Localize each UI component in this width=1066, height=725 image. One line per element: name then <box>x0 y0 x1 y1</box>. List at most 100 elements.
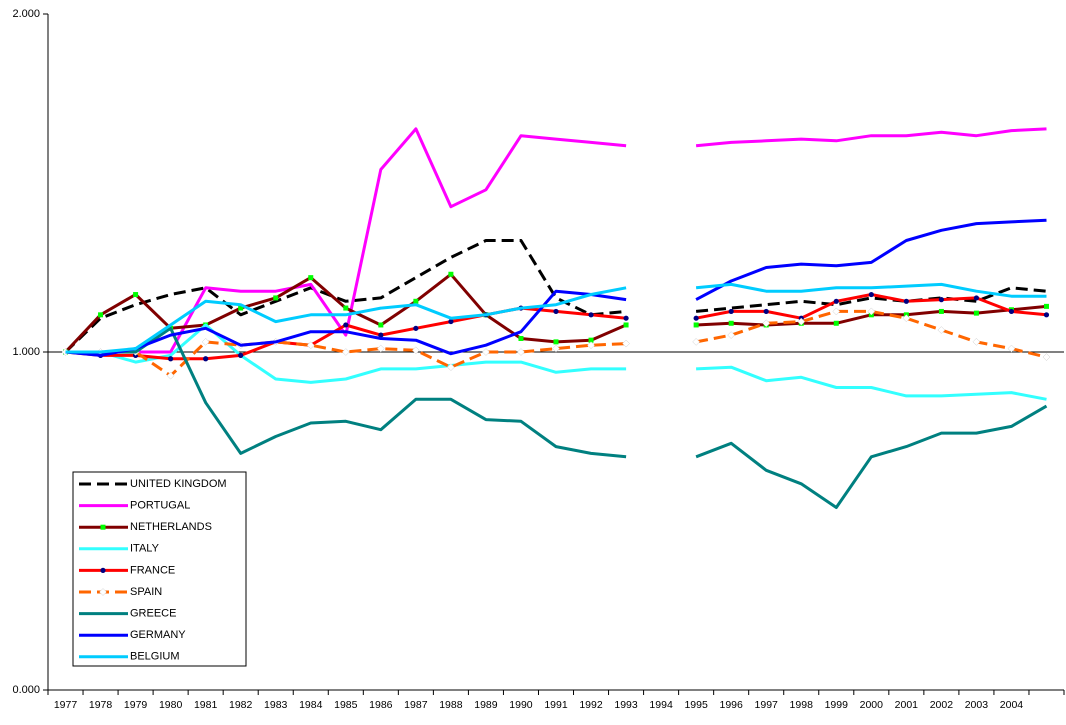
marker <box>168 356 174 362</box>
marker <box>693 315 699 321</box>
marker <box>98 312 104 318</box>
marker <box>273 295 279 301</box>
series-line <box>65 127 1047 354</box>
marker <box>447 363 455 372</box>
marker <box>973 310 979 316</box>
marker <box>833 298 839 304</box>
legend-label: BELGIUM <box>130 651 180 663</box>
marker <box>376 344 385 353</box>
x-tick-label: 1990 <box>509 699 533 711</box>
series-line <box>65 323 1047 401</box>
x-tick-label: 1983 <box>264 699 288 711</box>
marker <box>1008 308 1015 315</box>
y-tick-label: 1.000 <box>12 346 40 358</box>
marker <box>448 318 454 325</box>
x-tick-label: 1987 <box>404 699 428 711</box>
x-tick-label: 1999 <box>825 699 849 711</box>
marker <box>166 371 175 380</box>
series-line <box>65 282 1047 354</box>
x-tick-label: 1981 <box>194 699 218 711</box>
marker <box>728 308 734 315</box>
legend: UNITED KINGDOM PORTUGAL NETHERLANDS ITALY FR… <box>72 471 247 667</box>
marker <box>99 588 107 596</box>
x-tick-label: 2002 <box>930 699 954 711</box>
marker <box>588 312 594 318</box>
marker <box>727 331 736 339</box>
series-line <box>65 309 1047 378</box>
marker <box>100 567 106 574</box>
marker <box>762 319 771 328</box>
marker <box>868 291 874 298</box>
marker <box>1043 312 1050 318</box>
legend-label: GREECE <box>130 608 176 620</box>
x-tick-label: 1979 <box>124 699 148 711</box>
series-line <box>64 239 1047 354</box>
marker <box>1007 344 1016 353</box>
marker <box>482 348 490 356</box>
marker <box>973 295 980 301</box>
marker <box>133 292 139 298</box>
marker <box>903 298 909 304</box>
marker <box>343 322 349 328</box>
marker <box>412 346 420 355</box>
marker <box>306 341 315 350</box>
marker <box>341 348 350 356</box>
marker <box>623 322 629 328</box>
x-tick-label: 1997 <box>755 699 779 711</box>
x-tick-label: 2003 <box>965 699 989 711</box>
marker <box>203 356 209 362</box>
marker <box>833 320 839 326</box>
x-tick-label: 1982 <box>229 699 253 711</box>
marker <box>587 341 595 350</box>
x-tick-label: 1977 <box>54 699 78 711</box>
x-tick-label: 1989 <box>474 699 498 711</box>
marker <box>1043 303 1049 309</box>
marker <box>413 325 419 331</box>
legend-label: GERMANY <box>130 629 186 641</box>
marker <box>728 320 734 326</box>
marker <box>553 339 559 345</box>
marker <box>308 275 314 281</box>
marker <box>413 298 419 304</box>
x-tick-label: 1993 <box>614 699 638 711</box>
legend-label: ITALY <box>130 543 160 555</box>
x-tick-label: 1995 <box>684 699 708 711</box>
marker <box>201 338 210 346</box>
marker <box>517 348 525 356</box>
marker <box>1042 353 1051 361</box>
x-tick-label: 1985 <box>334 699 358 711</box>
x-tick-label: 1986 <box>369 699 393 711</box>
x-tick-label: 2001 <box>895 699 919 711</box>
legend-label: FRANCE <box>130 564 175 576</box>
marker <box>100 524 106 530</box>
x-tick-label: 1994 <box>649 699 673 711</box>
marker <box>552 344 560 353</box>
x-tick-label: 2000 <box>860 699 884 711</box>
x-tick-label: 2004 <box>1000 699 1024 711</box>
x-tick-label: 1978 <box>89 699 113 711</box>
marker <box>622 339 630 348</box>
marker <box>938 297 944 303</box>
x-tick-label: 1984 <box>299 699 323 711</box>
legend-label: NETHERLANDS <box>130 521 212 533</box>
x-tick-label: 1992 <box>579 699 603 711</box>
marker <box>797 317 806 326</box>
legend-label: SPAIN <box>130 586 162 598</box>
legend-label: PORTUGAL <box>130 500 190 512</box>
marker <box>832 307 841 316</box>
marker <box>553 308 559 315</box>
marker <box>238 352 244 358</box>
marker <box>378 332 384 338</box>
marker <box>518 335 524 341</box>
x-tick-label: 1980 <box>159 699 183 711</box>
marker <box>693 322 699 328</box>
series-line <box>65 218 1047 357</box>
y-tick-label: 2.000 <box>12 8 40 20</box>
x-tick-label: 1998 <box>790 699 814 711</box>
marker <box>902 314 911 323</box>
marker <box>448 271 454 277</box>
x-tick-label: 1991 <box>544 699 568 711</box>
series-line <box>65 326 1048 509</box>
marker <box>763 308 769 315</box>
